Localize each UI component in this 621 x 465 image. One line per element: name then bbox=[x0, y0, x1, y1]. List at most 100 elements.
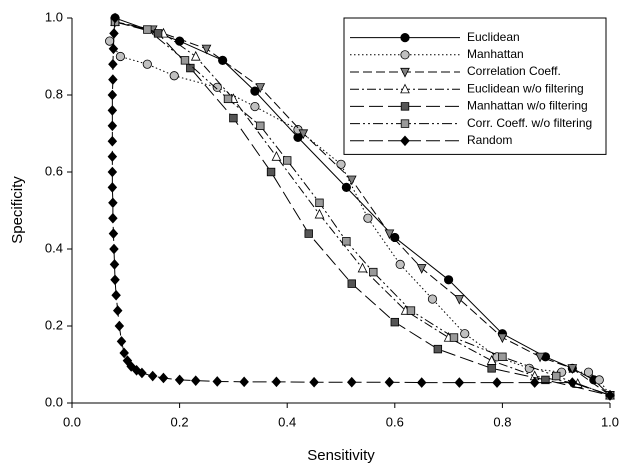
point bbox=[309, 376, 319, 388]
point bbox=[153, 29, 163, 38]
point bbox=[282, 156, 292, 165]
point bbox=[218, 55, 228, 65]
point bbox=[342, 237, 351, 246]
point bbox=[107, 89, 118, 101]
point bbox=[191, 375, 201, 386]
point bbox=[449, 333, 459, 342]
point bbox=[119, 347, 129, 359]
point bbox=[112, 305, 123, 316]
y-axis-title: Specificity bbox=[9, 176, 26, 244]
point bbox=[108, 228, 119, 239]
point bbox=[395, 259, 405, 269]
legend-box bbox=[343, 17, 607, 155]
point bbox=[454, 294, 465, 305]
y-tick-label: 1.0 bbox=[45, 9, 63, 24]
point bbox=[443, 275, 454, 285]
x-tick-label: 0.0 bbox=[63, 414, 81, 429]
point bbox=[552, 371, 561, 381]
point bbox=[346, 175, 357, 186]
point bbox=[347, 279, 356, 288]
point bbox=[492, 377, 502, 388]
legend-text: Corr. Coeff. w/o filtering bbox=[467, 116, 592, 130]
x-tick-label: 0.2 bbox=[171, 414, 189, 429]
point bbox=[357, 262, 368, 273]
point bbox=[229, 113, 238, 123]
point bbox=[271, 151, 282, 161]
point bbox=[535, 352, 545, 363]
legend-marker bbox=[400, 67, 410, 78]
point bbox=[115, 51, 126, 62]
x-tick-label: 1.0 bbox=[601, 414, 619, 429]
point bbox=[108, 43, 119, 55]
point bbox=[169, 71, 179, 81]
point bbox=[454, 377, 465, 388]
series-line bbox=[114, 21, 611, 396]
point bbox=[416, 377, 427, 388]
point bbox=[336, 159, 346, 169]
point bbox=[255, 83, 266, 93]
point bbox=[341, 182, 351, 192]
point bbox=[433, 344, 443, 354]
point bbox=[175, 36, 185, 46]
point bbox=[567, 364, 578, 374]
point bbox=[390, 232, 400, 243]
y-tick-label: 0.4 bbox=[45, 240, 63, 255]
point bbox=[143, 25, 152, 34]
point bbox=[180, 56, 190, 65]
point bbox=[293, 132, 303, 142]
point bbox=[109, 259, 120, 270]
point bbox=[384, 229, 395, 240]
point bbox=[390, 317, 399, 327]
x-tick-label: 0.4 bbox=[278, 414, 296, 429]
point bbox=[384, 376, 395, 388]
legend-text: Euclidean bbox=[467, 30, 520, 44]
point bbox=[158, 372, 169, 384]
point bbox=[107, 135, 118, 147]
point bbox=[107, 182, 118, 193]
point bbox=[605, 389, 615, 401]
legend-text: Euclidean w/o filtering bbox=[467, 81, 584, 95]
point bbox=[114, 320, 125, 332]
point bbox=[107, 151, 118, 162]
legend-text: Random bbox=[467, 133, 512, 147]
point bbox=[110, 274, 120, 286]
point bbox=[111, 289, 121, 301]
point bbox=[109, 243, 119, 255]
point bbox=[487, 364, 496, 373]
point bbox=[460, 329, 470, 339]
y-tick-label: 0.2 bbox=[45, 317, 63, 332]
legend-marker bbox=[400, 83, 410, 94]
point bbox=[416, 264, 427, 274]
legend: Euclidean Manhattan Correlation Coeff. Eucl… bbox=[343, 17, 607, 155]
legend-marker bbox=[400, 135, 410, 147]
legend-text: Correlation Coeff. bbox=[467, 64, 561, 78]
legend-marker bbox=[400, 50, 410, 60]
point bbox=[250, 101, 260, 112]
point bbox=[427, 294, 438, 304]
point bbox=[110, 12, 120, 24]
point bbox=[137, 367, 147, 379]
point bbox=[107, 105, 118, 116]
point bbox=[529, 377, 540, 388]
point bbox=[304, 229, 313, 238]
legend-marker bbox=[400, 102, 410, 111]
point bbox=[583, 367, 594, 377]
point bbox=[109, 28, 119, 39]
series bbox=[107, 12, 615, 401]
point bbox=[314, 208, 325, 219]
point bbox=[594, 375, 604, 385]
point bbox=[131, 364, 142, 376]
point bbox=[142, 59, 152, 69]
point bbox=[250, 86, 260, 96]
point bbox=[201, 44, 212, 55]
point bbox=[108, 197, 118, 209]
y-tick-label: 0.8 bbox=[45, 86, 63, 101]
point bbox=[107, 166, 118, 178]
point bbox=[271, 376, 282, 388]
point bbox=[567, 377, 578, 388]
point bbox=[266, 167, 276, 177]
x-axis-title: Sensitivity bbox=[307, 447, 375, 464]
legend-text: Manhattan w/o filtering bbox=[467, 99, 588, 113]
point bbox=[369, 267, 378, 277]
